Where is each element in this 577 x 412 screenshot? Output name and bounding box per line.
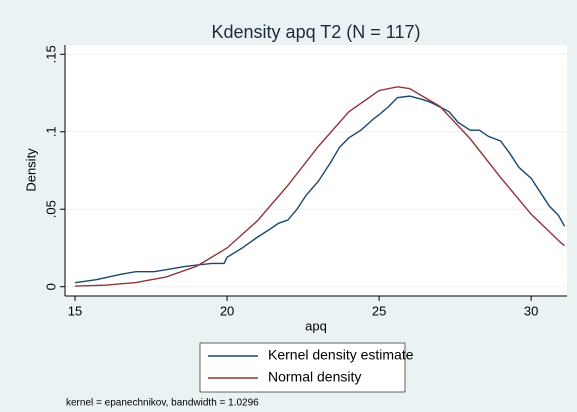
x-tick-label: 30 [524,303,538,318]
x-tick-label: 15 [68,303,82,318]
legend-label: Kernel density estimate [268,347,414,363]
plot-area [65,45,567,296]
note: kernel = epanechnikov, bandwidth = 1.029… [66,398,259,409]
y-tick-label: .05 [43,200,58,218]
x-axis-label: apq [305,318,327,333]
x-tick-label: 25 [372,303,386,318]
x-tick-label: 20 [220,303,234,318]
y-tick-label: 0 [43,283,58,290]
y-tick-label: .1 [43,126,58,137]
chart-title: Kdensity apq T2 (N = 117) [212,22,421,42]
legend [199,342,406,393]
legend-label: Normal density [268,369,361,385]
y-axis-label: Density [23,148,38,192]
y-tick-label: .15 [43,45,58,63]
density-line [75,86,565,287]
